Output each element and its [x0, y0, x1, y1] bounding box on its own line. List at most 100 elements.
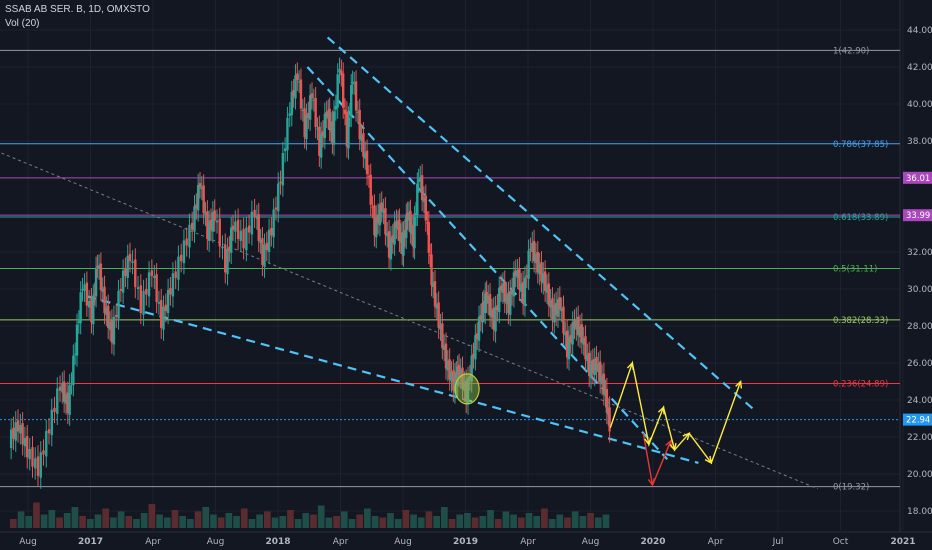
candle-body — [58, 386, 62, 391]
candle-body — [239, 230, 243, 241]
price-axis[interactable]: 18.00 20.00 22.00 24.00 26.00 28.00 30.00 32.00… — [903, 26, 932, 517]
candle-body — [124, 268, 127, 277]
candle-body — [94, 267, 98, 297]
candle-body — [308, 95, 312, 120]
candle-body — [405, 214, 408, 239]
candle-body — [211, 212, 215, 232]
candle-body — [543, 271, 547, 291]
candle-body — [448, 359, 451, 380]
volume-bar — [433, 516, 440, 528]
candle-body — [527, 250, 530, 279]
candle-body — [307, 112, 310, 118]
candle-body — [61, 383, 64, 393]
candle-body — [573, 320, 576, 328]
volume-bar — [63, 513, 71, 528]
candle-body — [450, 372, 453, 382]
price-tick-label: 26.00 — [907, 359, 932, 369]
price-tick-label: 40.00 — [907, 100, 932, 110]
candle-body — [283, 148, 287, 152]
candle-body — [66, 392, 70, 413]
candle-body — [411, 224, 415, 247]
candle-body — [501, 283, 505, 293]
candle-body — [512, 272, 516, 297]
candle-body — [272, 209, 275, 238]
candle-body — [509, 290, 512, 315]
candle-body — [416, 183, 419, 215]
candle-body — [255, 215, 259, 219]
candle-body — [567, 337, 571, 360]
candle-body — [157, 301, 161, 304]
candle-body — [297, 81, 301, 83]
last-price-tag: 22.94 — [906, 416, 930, 426]
volume-bar — [494, 519, 502, 528]
candle-body — [185, 238, 188, 246]
volume-indicator-label[interactable]: Vol (20) — [5, 18, 40, 29]
candle-body — [507, 292, 510, 314]
candle-body — [323, 113, 327, 139]
candle-body — [484, 293, 487, 314]
candle-body — [439, 325, 442, 330]
volume-bar — [40, 514, 48, 528]
candle-body — [142, 290, 145, 315]
candle-body — [36, 456, 40, 476]
fib-labels: 1(42.90) 0.786(37.85) 0.618(33.89) 0.5(31.1… — [833, 46, 888, 492]
price-tick-label: 32.00 — [907, 248, 932, 258]
candle-body — [499, 285, 503, 291]
volume-bar — [117, 511, 125, 528]
volume-bar — [394, 519, 402, 528]
candle-body — [463, 382, 466, 391]
candle-body — [479, 314, 483, 321]
candle-body — [593, 358, 596, 376]
volume-bar — [187, 519, 194, 528]
candle-body — [26, 436, 29, 458]
candle-body — [202, 185, 205, 214]
time-axis[interactable]: Aug 2017 Apr Aug 2018 Apr Aug 2019 Apr Aug 2020 Apr… — [19, 537, 915, 547]
candle-body — [398, 219, 401, 241]
candle-body — [354, 81, 358, 111]
projection-arrowhead — [644, 437, 652, 446]
volume-bar — [479, 516, 487, 528]
candle-body — [12, 427, 15, 439]
candle-body — [64, 394, 68, 404]
candle-body — [191, 222, 194, 230]
time-tick-label: Apr — [145, 537, 161, 547]
candle-body — [435, 304, 439, 309]
volume-bar — [86, 519, 94, 528]
volume-bar — [33, 502, 40, 528]
candle-body — [547, 283, 551, 306]
volume-bar — [417, 517, 425, 528]
candle-body — [358, 110, 361, 140]
candle-body — [303, 108, 306, 138]
volume-bar — [579, 516, 587, 528]
candle-body — [538, 264, 541, 275]
candle-body — [31, 447, 34, 467]
candle-body — [525, 275, 528, 277]
price-tick-label: 44.00 — [907, 26, 932, 36]
candle-body — [386, 233, 389, 237]
candle-body — [279, 181, 282, 184]
candle-body — [136, 287, 140, 289]
dotted-trendline — [0, 151, 818, 490]
volume-bar — [464, 513, 471, 528]
candle-body — [373, 205, 376, 236]
candle-body — [446, 361, 450, 371]
candle-body — [334, 105, 338, 110]
time-tick-label: Apr — [520, 537, 536, 547]
candle-body — [75, 324, 79, 356]
volume-bar — [148, 504, 156, 528]
candle-body — [485, 291, 488, 302]
candle-body — [90, 299, 93, 323]
candle-body — [245, 227, 248, 251]
candle-body — [204, 213, 207, 215]
price-tick-label: 24.00 — [907, 396, 932, 406]
candle-body — [242, 228, 245, 249]
candle-body — [236, 219, 240, 240]
volume-bar — [302, 513, 310, 528]
candle-body — [105, 307, 108, 315]
price-level-tag-bg — [903, 171, 932, 184]
candle-body — [481, 302, 484, 323]
candle-body — [391, 235, 394, 243]
candle-body — [79, 292, 82, 324]
volume-bar — [594, 517, 602, 528]
